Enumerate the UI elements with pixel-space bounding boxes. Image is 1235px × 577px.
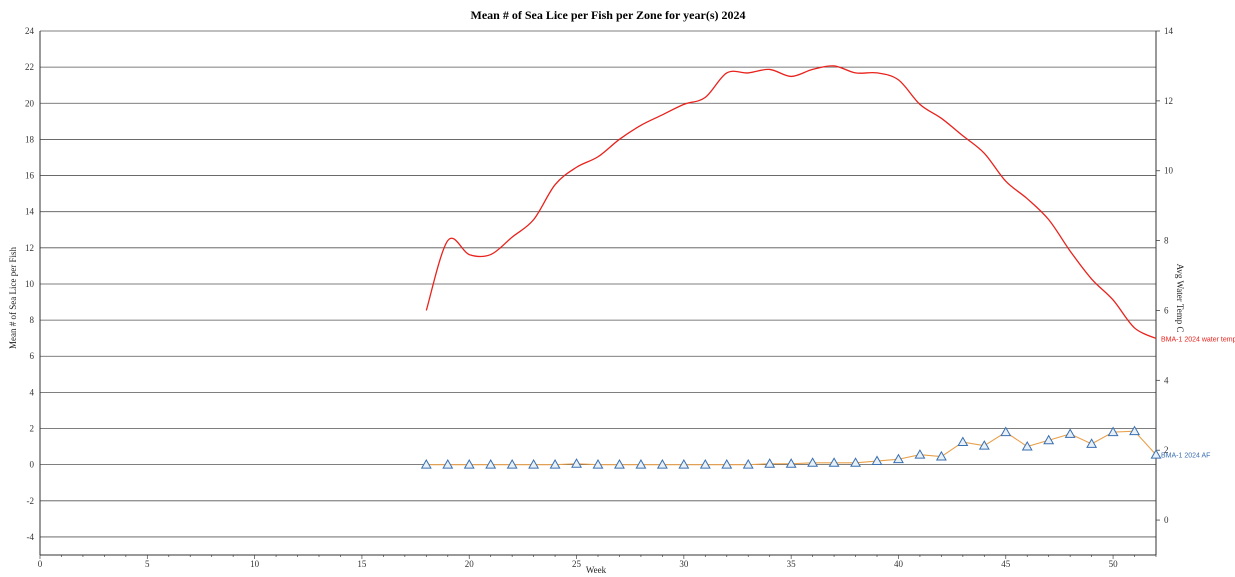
data-point-af [892,453,904,464]
y2-tick-label: 12 [1164,96,1173,106]
y-tick-label: -2 [27,496,35,506]
y2-tick-label: 4 [1164,375,1169,385]
data-point-af [1086,438,1098,448]
y-tick-label: -4 [27,532,35,542]
data-point-af [1000,426,1012,437]
data-point-af [463,459,475,469]
data-point-af [442,459,454,469]
y-tick-label: 14 [25,207,35,217]
data-point-af [807,457,819,467]
y2-axis-label: Avg Water Temp C [1175,264,1185,333]
x-tick-label: 10 [250,559,260,569]
y2-tick-label: 8 [1164,236,1169,246]
data-point-af [850,457,862,467]
x-tick-label: 0 [38,559,43,569]
series-label-af: BMA-1 2024 AF [1161,453,1210,460]
data-point-af [914,449,926,459]
data-point-af [678,459,690,469]
data-point-af [528,459,540,469]
x-tick-label: 15 [357,559,367,569]
x-tick-label: 45 [1001,559,1011,569]
data-point-af [1021,440,1033,451]
y2-tick-label: 6 [1164,305,1169,315]
data-point-af [871,455,883,465]
y2-tick-label: 10 [1164,166,1174,176]
data-point-af [549,459,561,469]
data-point-af [571,458,583,468]
x-tick-label: 40 [894,559,904,569]
axes [39,30,1160,559]
series-labels: BMA-1 2024 water temp BMA-1 2024 AF [1161,336,1235,459]
y2-tick-label: 0 [1164,515,1169,525]
data-point-af [613,459,625,469]
data-point-af [721,459,733,469]
data-point-af [828,457,840,467]
data-point-af [592,459,604,469]
data-point-af [978,440,990,450]
x-tick-label: 5 [145,559,150,569]
x-tick-label: 20 [465,559,475,569]
x-tick-label: 35 [787,559,797,569]
data-point-af [785,458,797,468]
y-tick-label: 18 [25,134,35,144]
y-tick-label: 8 [30,315,35,325]
data-point-af [485,459,497,469]
data-point-af [1150,449,1162,459]
data-point-af [420,459,432,469]
data-point-af [656,459,668,469]
x-tick-label: 50 [1109,559,1119,569]
data-point-af [1107,426,1119,437]
y-tick-label: 20 [25,98,35,108]
y-tick-label: 12 [25,243,34,253]
y-tick-label: 16 [25,171,35,181]
data-point-af [742,459,754,469]
x-tick-label: 25 [572,559,582,569]
series-layer [420,65,1162,469]
x-tick-label: 30 [679,559,689,569]
data-point-af [635,459,647,469]
data-point-af [506,459,518,469]
data-point-af [935,450,947,461]
data-point-af [764,458,776,468]
y2-tick-label: 14 [1164,26,1174,36]
series-label-water-temp: BMA-1 2024 water temp [1161,336,1235,343]
y-tick-label: 2 [30,424,35,434]
chart-title: Mean # of Sea Lice per Fish per Zone for… [471,8,746,22]
y-axis-label: Mean # of Sea Lice per Fish [8,247,18,349]
x-axis-label: Week [586,565,607,575]
y-tick-label: 6 [30,351,35,361]
data-point-af [699,459,711,469]
y-tick-label: 0 [30,460,35,470]
y-tick-label: 10 [25,279,35,289]
y-tick-label: 22 [25,62,34,72]
data-point-af [1043,434,1055,445]
data-point-af [1129,425,1141,436]
data-point-af [957,436,969,447]
y-tick-label: 4 [30,387,35,397]
y2-tick-label: 2 [1164,445,1169,455]
series-line-water-temp [425,65,1157,340]
data-point-af [1064,428,1076,438]
y-tick-label: 24 [25,26,35,36]
grid [40,30,1156,538]
